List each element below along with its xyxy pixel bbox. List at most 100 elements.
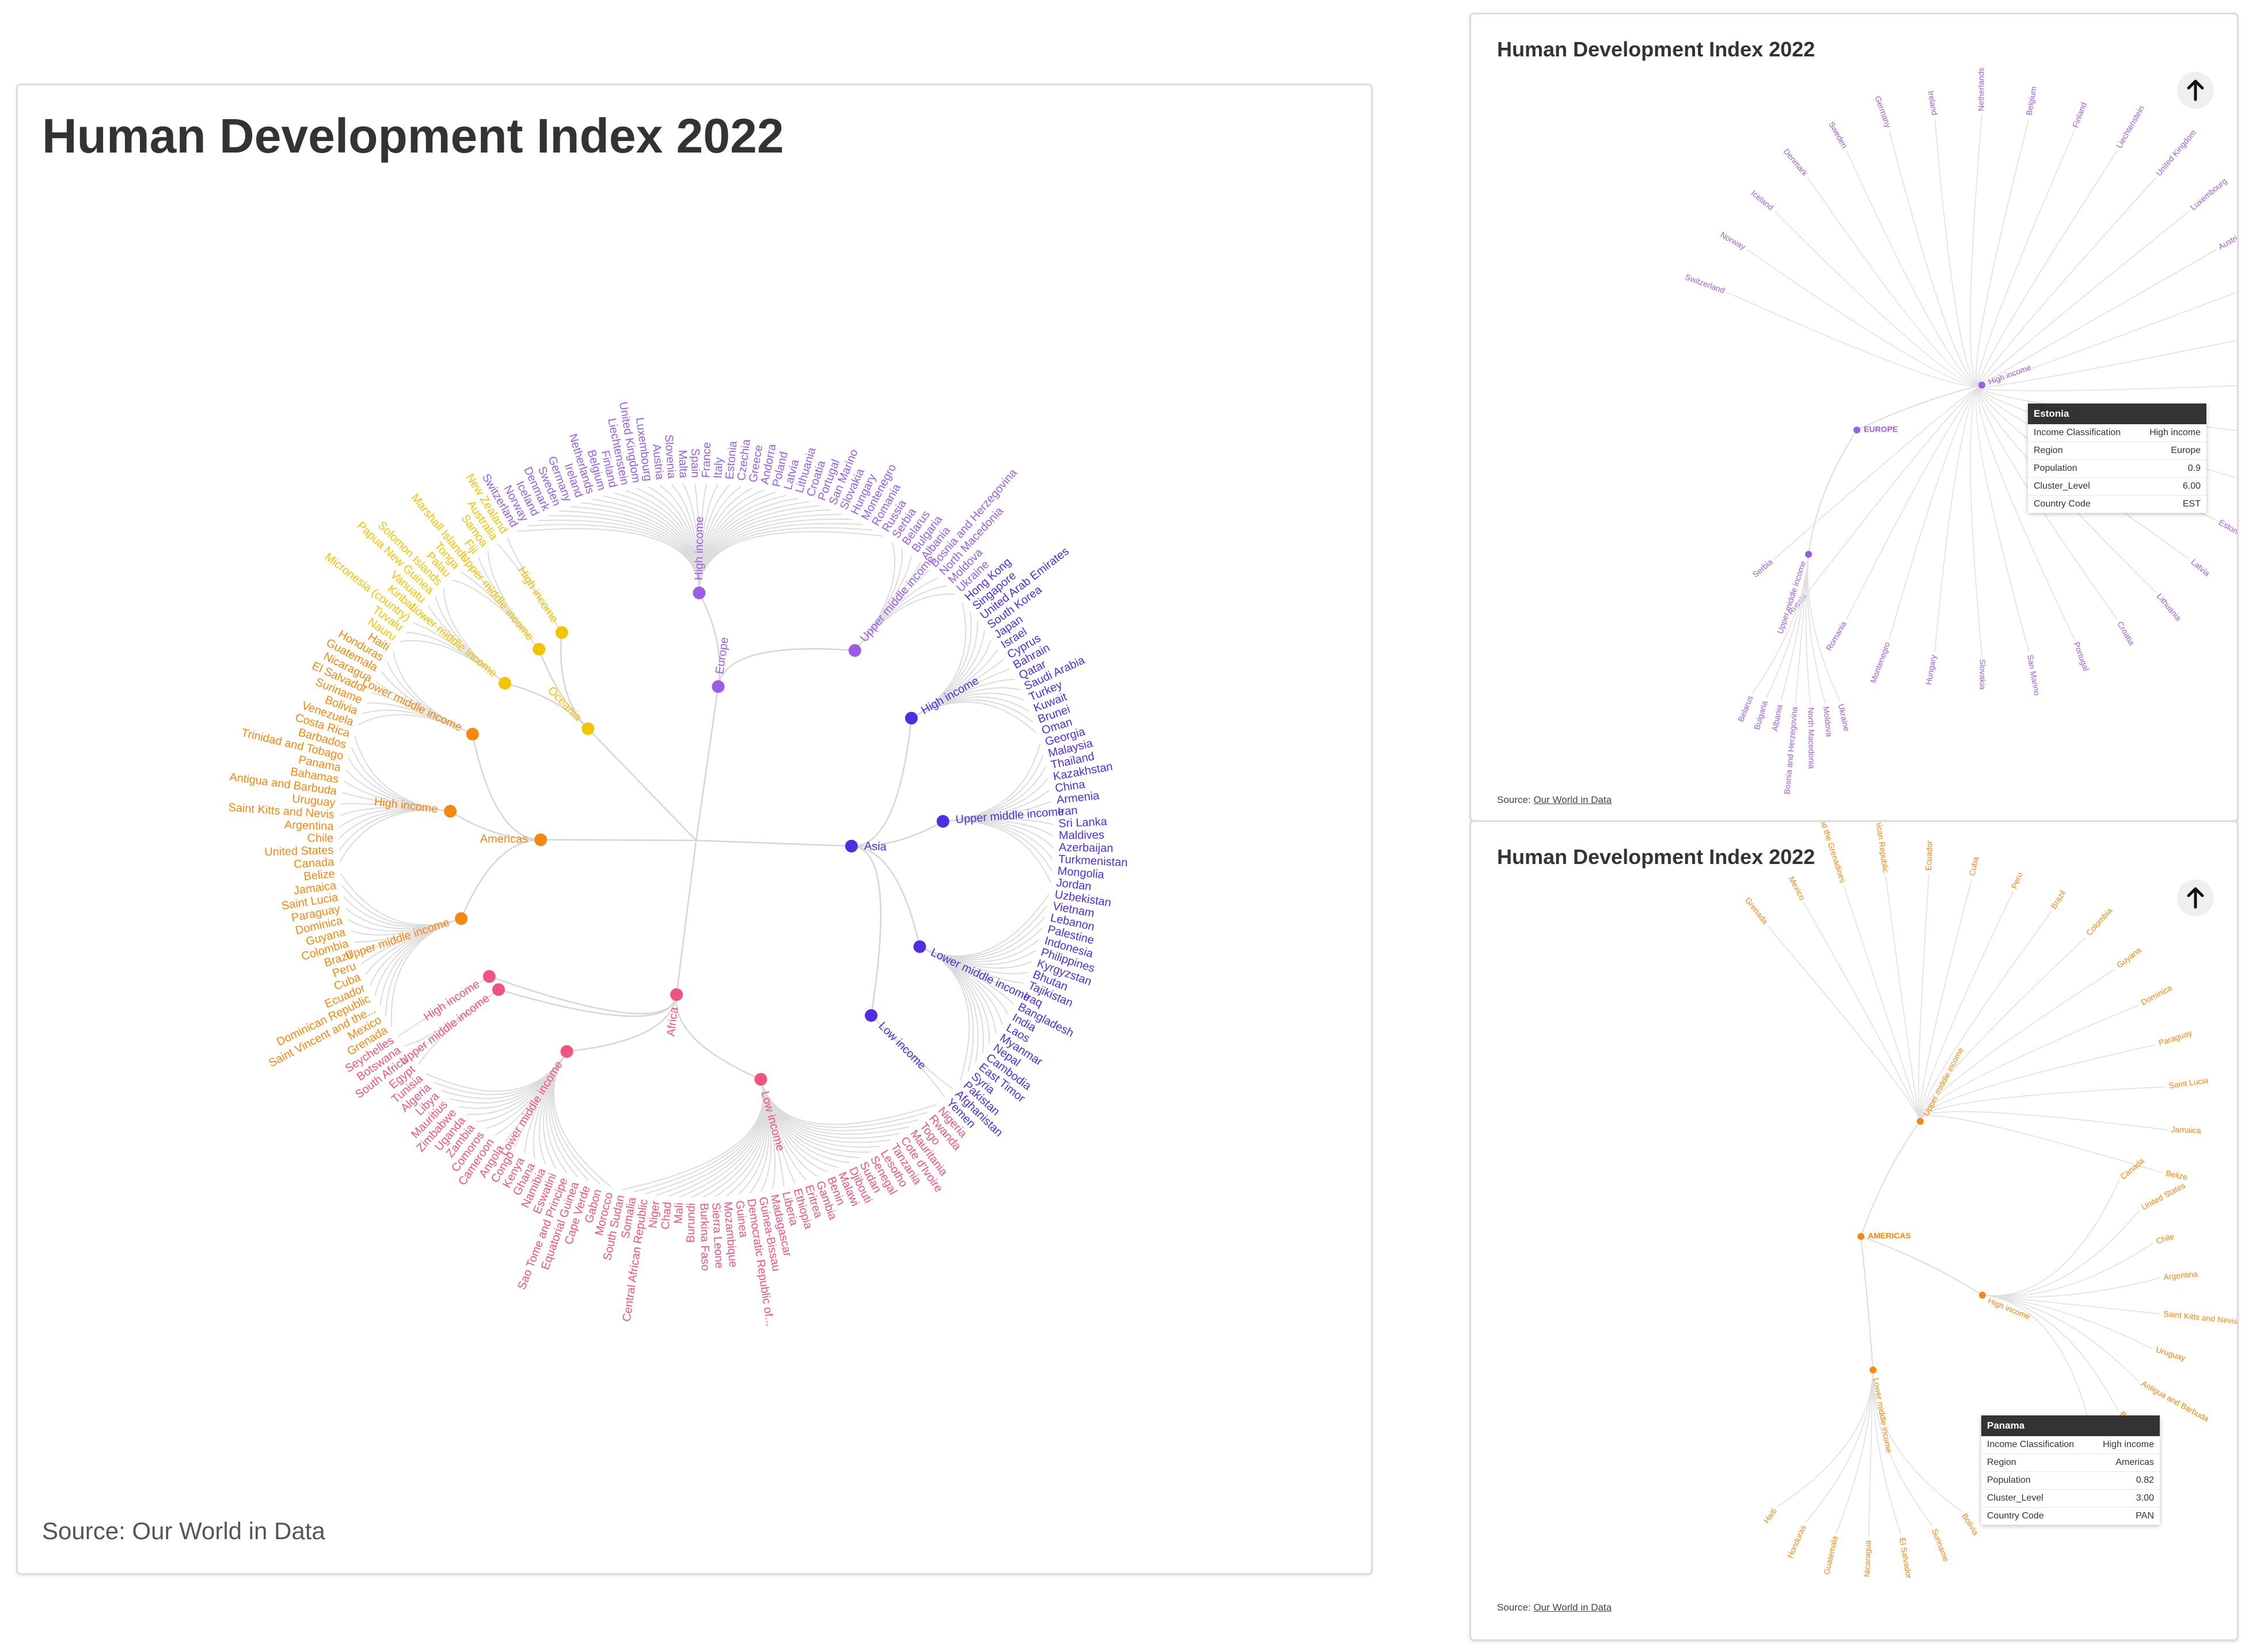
node-americas-lower-middle-income[interactable] (1870, 1366, 1876, 1373)
country-label-montenegro[interactable]: Montenegro (1868, 641, 1892, 684)
country-label-united-states[interactable]: United States (2140, 1181, 2187, 1212)
americas-back-up-button[interactable] (2177, 880, 2214, 916)
country-label-belize[interactable]: Belize (303, 867, 335, 883)
country-label-portugal[interactable]: Portugal (2072, 641, 2091, 672)
country-label-mexico[interactable]: Mexico (1787, 875, 1807, 902)
country-label-el-salvador[interactable]: El Salvador (1898, 1537, 1914, 1579)
country-label-chad[interactable]: Chad (659, 1201, 674, 1230)
country-label-lithuania[interactable]: Lithuania (2155, 592, 2183, 623)
node-oceania-high-income[interactable] (555, 626, 568, 639)
country-label-united-states[interactable]: United States (264, 844, 334, 858)
country-label-mali[interactable]: Mali (672, 1202, 686, 1224)
node-asia-low-income[interactable] (865, 1009, 878, 1022)
country-label-bulgaria[interactable]: Bulgaria (1752, 699, 1769, 730)
country-label-nicaragua[interactable]: Nicaragua (1862, 1540, 1872, 1577)
country-label-colombia[interactable]: Colombia (2084, 906, 2114, 938)
node-region-europe[interactable] (1853, 427, 1860, 433)
europe-back-up-button[interactable] (2177, 72, 2214, 109)
country-label-sweden[interactable]: Sweden (1827, 120, 1849, 150)
node-region-americas[interactable] (1857, 1233, 1864, 1240)
node-oceania-lower-middle-income[interactable] (498, 676, 511, 690)
country-label-azerbaijan[interactable]: Azerbaijan (1059, 841, 1114, 855)
country-label-finland[interactable]: Finland (2071, 101, 2088, 129)
node-africa-low-income[interactable] (754, 1073, 768, 1086)
country-label-slovenia[interactable]: Slovenia (662, 434, 678, 479)
node-region-oceania[interactable] (582, 722, 595, 735)
country-label-latvia[interactable]: Latvia (2189, 557, 2212, 578)
country-label-saint-lucia[interactable]: Saint Lucia (2168, 1075, 2209, 1090)
country-label-haiti[interactable]: Haiti (1762, 1506, 1779, 1525)
country-label-peru[interactable]: Peru (2009, 871, 2024, 890)
country-label-dominica[interactable]: Dominica (2140, 983, 2174, 1007)
node-americas-upper-middle-income[interactable] (1917, 1118, 1924, 1125)
country-label-croatia[interactable]: Croatia (2115, 620, 2137, 647)
country-label-guyana[interactable]: Guyana (2115, 945, 2143, 970)
node-oceania-upper-middle-income[interactable] (533, 642, 546, 656)
country-label-belize[interactable]: Belize (2165, 1168, 2189, 1182)
node-asia-high-income[interactable] (905, 711, 918, 725)
node-americas-high-income[interactable] (444, 805, 457, 818)
node-region-europe[interactable] (712, 680, 725, 693)
country-label-ireland[interactable]: Ireland (1926, 90, 1939, 116)
country-label-bosnia-and-herzegovina[interactable]: Bosnia and Herzegovina (1782, 706, 1799, 795)
country-label-iran[interactable]: Iran (1057, 804, 1078, 819)
country-label-sri-lanka[interactable]: Sri Lanka (1058, 815, 1108, 830)
country-label-iceland[interactable]: Iceland (1749, 188, 1775, 212)
country-label-bolivia[interactable]: Bolivia (1960, 1512, 1981, 1537)
country-label-malta[interactable]: Malta (676, 450, 690, 479)
country-label-switzerland[interactable]: Switzerland (1684, 272, 1726, 295)
country-label-ukraine[interactable]: Ukraine (1837, 703, 1852, 732)
country-label-suriname[interactable]: Suriname (1930, 1527, 1951, 1563)
country-label-guatemala[interactable]: Guatemala (1822, 1535, 1840, 1576)
country-label-brazil[interactable]: Brazil (2049, 889, 2067, 911)
country-label-ecuador[interactable]: Ecuador (1924, 840, 1934, 870)
node-africa-lower-middle-income[interactable] (560, 1045, 573, 1058)
country-label-burundi[interactable]: Burundi (685, 1203, 698, 1243)
node-asia-upper-middle-income[interactable] (936, 814, 949, 828)
country-label-serbia[interactable]: Serbia (1750, 557, 1774, 579)
country-label-united-kingdom[interactable]: United Kingdom (2154, 128, 2198, 178)
country-label-north-macedonia[interactable]: North Macedonia (1806, 707, 1816, 769)
country-label-albania[interactable]: Albania (1770, 703, 1784, 732)
node-europe-high-income[interactable] (693, 587, 706, 600)
country-label-burkina-faso[interactable]: Burkina Faso (697, 1203, 711, 1271)
country-label-spain[interactable]: Spain (689, 448, 701, 478)
country-label-hungary[interactable]: Hungary (1924, 654, 1938, 686)
country-label-canada[interactable]: Canada (294, 856, 335, 871)
country-label-austria[interactable]: Austria (2217, 231, 2237, 252)
country-label-grenada[interactable]: Grenada (1743, 896, 1770, 926)
country-label-norway[interactable]: Norway (1719, 230, 1747, 252)
country-label-argentina[interactable]: Argentina (284, 819, 334, 833)
country-label-jamaica[interactable]: Jamaica (2171, 1125, 2202, 1135)
country-label-saint-vincent-and-the-grenadines[interactable]: Saint Vincent and the Grenadines (1802, 822, 1848, 884)
country-label-canada[interactable]: Canada (2118, 1156, 2146, 1181)
node-region-americas[interactable] (534, 833, 548, 846)
country-label-chile[interactable]: Chile (2155, 1231, 2175, 1246)
country-label-saint-kitts-and-nevis[interactable]: Saint Kitts and Nevis (2163, 1309, 2237, 1326)
country-label-san-marino[interactable]: San Marino (2026, 654, 2042, 696)
country-label-germany[interactable]: Germany (1873, 94, 1893, 129)
node-africa-upper-middle-income[interactable] (492, 983, 505, 996)
node-europe-upper-middle-income[interactable] (1805, 551, 1812, 558)
country-label-romania[interactable]: Romania (1824, 619, 1848, 652)
source-link[interactable]: Our World in Data (1533, 1602, 1612, 1613)
node-europe-upper-middle-income[interactable] (848, 644, 861, 657)
country-label-uruguay[interactable]: Uruguay (2155, 1345, 2186, 1362)
country-label-denmark[interactable]: Denmark (1781, 147, 1810, 178)
country-label-chile[interactable]: Chile (307, 832, 333, 844)
country-label-niger[interactable]: Niger (647, 1200, 662, 1229)
node-americas-upper-middle-income[interactable] (455, 912, 468, 925)
country-label-luxembourg[interactable]: Luxembourg (2189, 176, 2229, 212)
node-americas-lower-middle-income[interactable] (466, 728, 479, 741)
country-label-liechtenstein[interactable]: Liechtenstein (2114, 104, 2146, 150)
country-label-italy[interactable]: Italy (712, 457, 725, 479)
country-label-argentina[interactable]: Argentina (2163, 1269, 2198, 1282)
node-europe-high-income[interactable] (1978, 382, 1985, 389)
country-label-moldova[interactable]: Moldova (1822, 706, 1834, 737)
country-label-honduras[interactable]: Honduras (1785, 1524, 1807, 1559)
node-asia-lower-middle-income[interactable] (913, 940, 926, 953)
node-americas-high-income[interactable] (1979, 1292, 1986, 1299)
country-label-france[interactable]: France (700, 442, 713, 478)
source-link[interactable]: Our World in Data (1533, 794, 1612, 805)
country-label-estonia[interactable]: Estonia (2217, 517, 2237, 539)
